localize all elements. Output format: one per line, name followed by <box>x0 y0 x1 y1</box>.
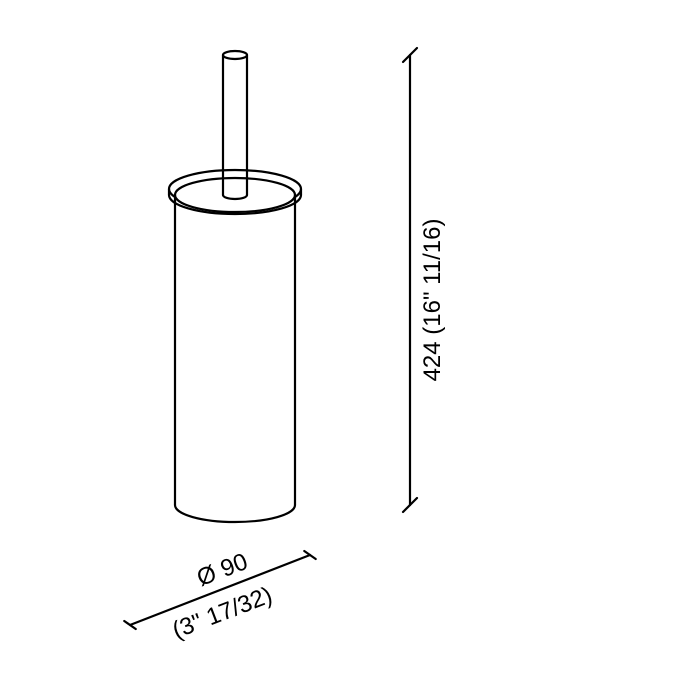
dimension-diameter: Ø 90(3" 17/32) <box>124 548 315 644</box>
dimension-height: 424 (16" 11/16) <box>403 48 446 512</box>
technical-drawing: 424 (16" 11/16) Ø 90(3" 17/32) <box>0 0 700 700</box>
dimension-diameter-label-imperial: (3" 17/32) <box>169 582 276 645</box>
dimension-height-label: 424 (16" 11/16) <box>419 219 446 382</box>
dimension-diameter-label-mm: Ø 90 <box>193 548 251 592</box>
object <box>169 51 301 522</box>
